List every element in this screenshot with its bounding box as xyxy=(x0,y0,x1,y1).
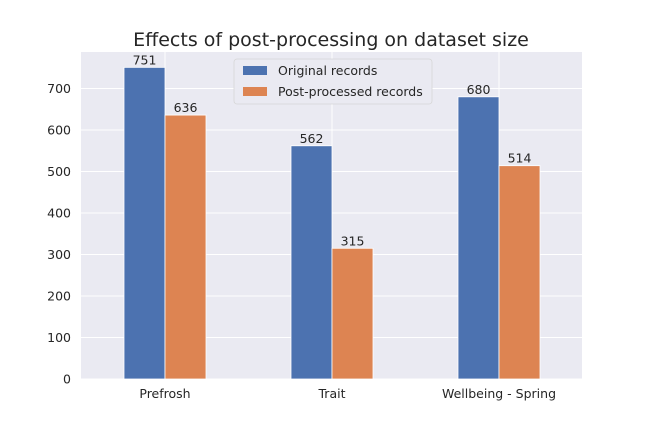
bar-post-processed xyxy=(331,247,374,380)
y-tick-label: 300 xyxy=(47,247,71,262)
bar-post-processed xyxy=(498,165,541,380)
legend-label-original: Original records xyxy=(278,63,377,78)
y-tick-label: 0 xyxy=(63,372,71,387)
bar-original xyxy=(290,145,333,380)
y-tick-label: 700 xyxy=(47,81,71,96)
legend-swatch-post-processed xyxy=(243,87,267,96)
y-axis: 0 100 200 300 400 500 600 700 xyxy=(47,81,71,386)
x-tick-label: Prefrosh xyxy=(139,386,190,401)
x-axis: Prefrosh Trait Wellbeing - Spring xyxy=(139,386,556,401)
data-label: 514 xyxy=(508,151,532,166)
data-label: 680 xyxy=(467,82,491,97)
y-tick-label: 200 xyxy=(47,289,71,304)
y-tick-label: 400 xyxy=(47,206,71,221)
bar-original xyxy=(123,66,166,380)
y-tick-label: 500 xyxy=(47,164,71,179)
data-labels: 751 562 680 636 315 514 xyxy=(133,52,532,248)
legend: Original records Post-processed records xyxy=(233,58,433,105)
data-label: 636 xyxy=(174,100,198,115)
data-label: 751 xyxy=(133,52,157,67)
legend-label-post-processed: Post-processed records xyxy=(278,84,423,99)
bar-original xyxy=(457,96,500,380)
legend-swatch-original xyxy=(243,66,267,75)
data-label: 562 xyxy=(300,131,324,146)
x-tick-label: Trait xyxy=(318,386,346,401)
legend-box xyxy=(233,58,433,105)
y-tick-label: 100 xyxy=(47,330,71,345)
bars xyxy=(123,66,541,380)
chart-title: Effects of post-processing on dataset si… xyxy=(133,29,529,51)
y-tick-label: 600 xyxy=(47,123,71,138)
data-label: 315 xyxy=(341,233,365,248)
bar-post-processed xyxy=(164,114,207,380)
x-tick-label: Wellbeing - Spring xyxy=(442,386,556,401)
